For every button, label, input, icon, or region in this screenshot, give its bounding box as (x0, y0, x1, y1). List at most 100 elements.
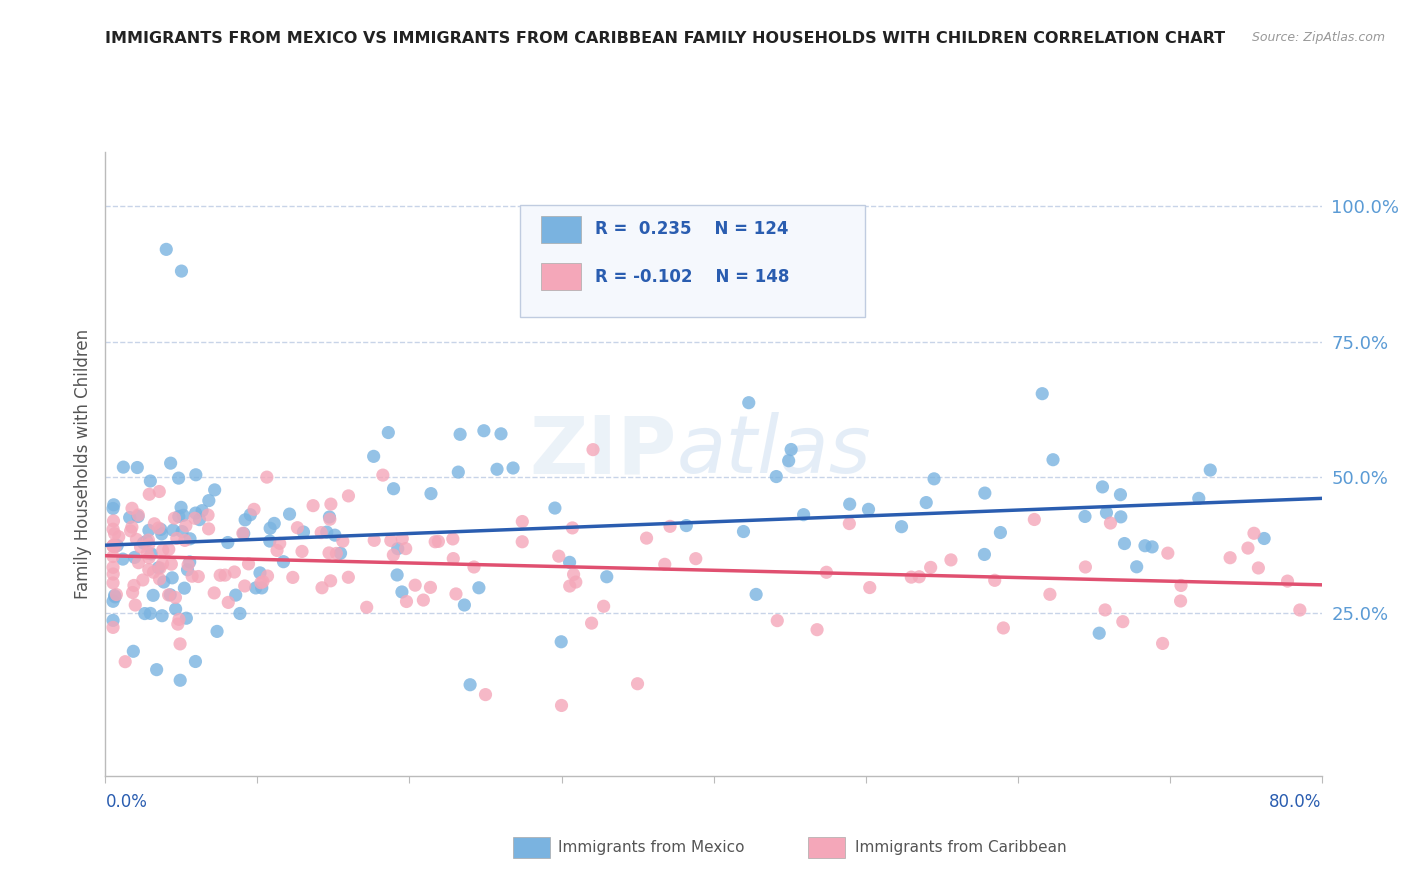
Point (172, 524, 194, 539)
Point (181, 569, 204, 583)
Point (1288, 603, 1310, 617)
Point (249, 566, 271, 580)
Point (395, 594, 418, 608)
Point (118, 510, 141, 524)
Point (468, 581, 491, 595)
Point (176, 611, 198, 625)
Point (1277, 574, 1299, 588)
Point (302, 499, 325, 513)
Text: atlas: atlas (678, 412, 872, 491)
Point (319, 512, 342, 526)
Point (166, 617, 188, 632)
Point (152, 557, 174, 571)
Text: ZIP: ZIP (530, 412, 678, 491)
Point (404, 578, 426, 592)
Point (337, 570, 360, 584)
Point (427, 534, 450, 549)
Point (659, 519, 682, 533)
Point (675, 518, 697, 533)
Text: Immigrants from Caribbean: Immigrants from Caribbean (855, 840, 1067, 855)
Point (859, 581, 882, 595)
Point (148, 484, 170, 499)
Point (973, 548, 995, 562)
Point (114, 655, 136, 669)
Point (250, 575, 273, 590)
Point (138, 563, 160, 577)
Point (273, 555, 295, 569)
Point (547, 549, 569, 563)
Point (165, 602, 187, 616)
Point (167, 471, 190, 485)
Point (177, 558, 200, 572)
Point (184, 506, 207, 520)
Point (187, 569, 209, 583)
Point (103, 538, 125, 552)
Point (105, 539, 128, 553)
Point (150, 608, 173, 623)
Point (558, 555, 581, 569)
Point (101, 539, 124, 553)
Point (104, 540, 127, 554)
Point (332, 534, 354, 549)
Point (1152, 636, 1174, 650)
Point (318, 546, 340, 560)
Point (101, 522, 124, 536)
Point (489, 426, 512, 441)
Point (973, 486, 995, 500)
Point (1031, 386, 1053, 401)
Point (238, 557, 260, 571)
Point (1088, 626, 1111, 640)
Point (565, 575, 588, 590)
Point (138, 524, 160, 538)
Point (371, 468, 394, 483)
Point (363, 533, 385, 548)
Point (233, 579, 256, 593)
Y-axis label: Family Households with Children: Family Households with Children (73, 329, 91, 599)
Point (141, 547, 163, 561)
Point (291, 544, 314, 558)
Point (920, 560, 942, 574)
Point (319, 497, 342, 511)
Point (101, 620, 124, 634)
Point (983, 574, 1005, 588)
Point (167, 612, 190, 626)
Point (121, 585, 143, 599)
Point (214, 568, 236, 582)
Point (111, 552, 134, 566)
Point (138, 550, 160, 565)
Point (1247, 561, 1270, 575)
Point (239, 508, 262, 522)
Point (174, 518, 197, 533)
Point (122, 644, 145, 658)
Point (838, 516, 860, 531)
Point (315, 525, 337, 540)
Text: 0.0%: 0.0% (105, 793, 148, 811)
Point (278, 507, 301, 521)
Point (202, 586, 225, 600)
Point (132, 573, 155, 587)
Point (162, 523, 184, 537)
Point (510, 534, 533, 549)
Point (217, 535, 239, 549)
Point (281, 570, 304, 584)
Point (453, 598, 475, 612)
Point (135, 534, 157, 549)
Point (377, 425, 399, 440)
Point (127, 508, 149, 522)
Point (745, 587, 768, 601)
Text: Source: ZipAtlas.com: Source: ZipAtlas.com (1251, 31, 1385, 45)
Point (356, 600, 378, 615)
Point (157, 542, 180, 557)
Point (252, 574, 274, 589)
Point (197, 522, 219, 536)
Point (148, 572, 170, 586)
Text: R = -0.102    N = 148: R = -0.102 N = 148 (595, 268, 789, 285)
Point (581, 616, 603, 631)
Point (121, 501, 143, 516)
Point (1094, 603, 1116, 617)
Point (229, 607, 252, 621)
Point (391, 585, 413, 599)
Point (815, 566, 838, 580)
Point (922, 472, 945, 486)
Point (329, 546, 352, 560)
